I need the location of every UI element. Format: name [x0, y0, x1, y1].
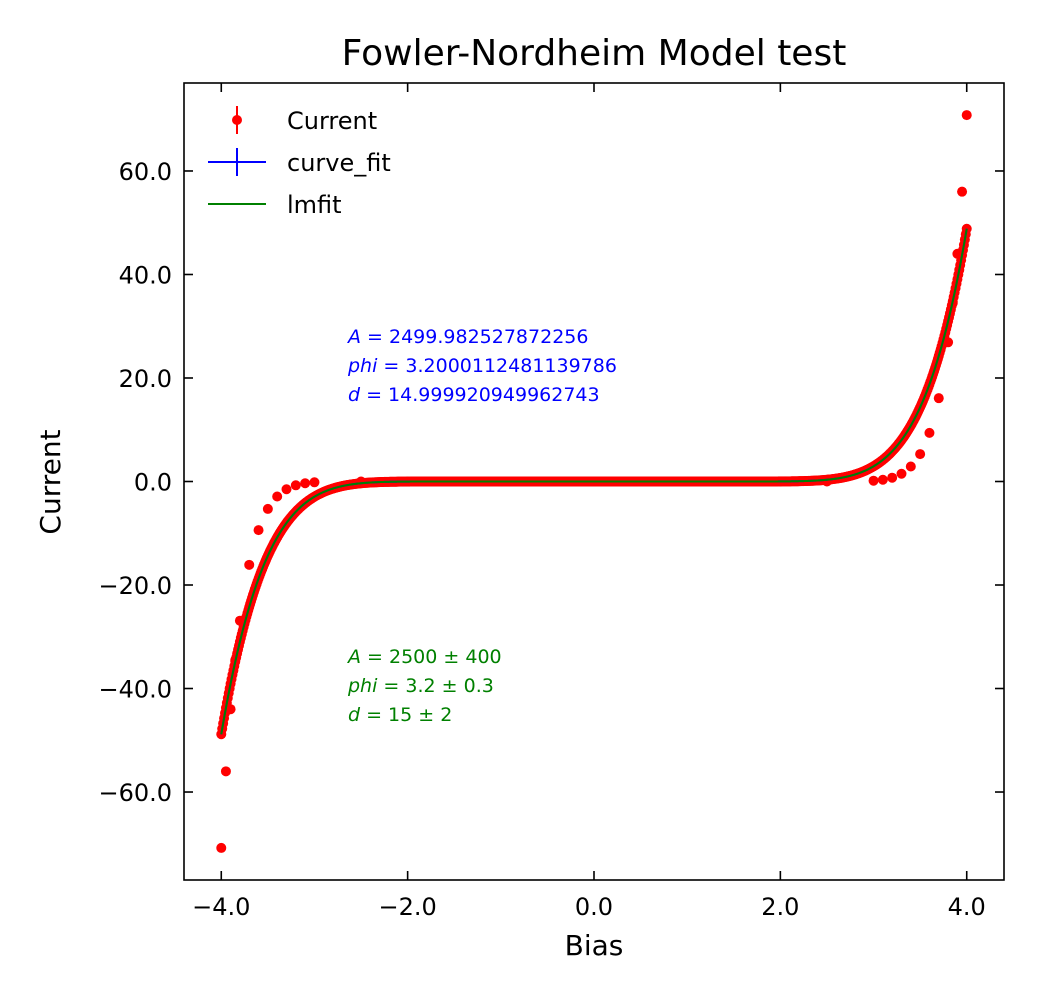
current-data-point [225, 704, 236, 715]
current-data-point [952, 248, 963, 259]
current-data-point [961, 110, 972, 121]
x-tick-label: −2.0 [378, 893, 436, 921]
current-data-point [868, 475, 879, 486]
annotation-lmfit-d-var: d [348, 704, 361, 726]
current-data-point [943, 337, 954, 348]
annotation-lmfit-phi: phi = 3.2 ± 0.3 [347, 675, 494, 697]
y-tick-label: −20.0 [98, 572, 172, 600]
annotation-lmfit-d-value: = 15 ± 2 [360, 704, 452, 726]
current-data-point [216, 842, 227, 853]
current-data-point [821, 476, 832, 487]
current-data-point [253, 525, 264, 536]
current-data-point [309, 477, 320, 488]
annotation-lmfit-phi-value: = 3.2 ± 0.3 [377, 675, 493, 697]
lmfit-line [220, 228, 968, 735]
annotation-curve-fit-phi: phi = 3.2000112481139786 [347, 355, 617, 377]
annotation-lmfit-d: d = 15 ± 2 [348, 704, 452, 726]
annotation-curve-fit-a-var: A [346, 326, 361, 348]
annotation-lmfit: A = 2500 ± 400 phi = 3.2 ± 0.3 d = 15 ± … [346, 646, 502, 726]
y-tick-label: 0.0 [134, 469, 172, 497]
annotation-curve-fit: A = 2499.982527872256 phi = 3.2000112481… [346, 326, 617, 406]
y-tick-label: 20.0 [119, 365, 172, 393]
x-tick-label: 4.0 [948, 893, 986, 921]
current-data-point [356, 476, 367, 487]
y-tick-label: −60.0 [98, 779, 172, 807]
current-data-point [905, 461, 916, 472]
x-tick-label: 2.0 [761, 893, 799, 921]
current-data-points [216, 110, 972, 853]
y-tick-label: 40.0 [119, 261, 172, 289]
current-data-point [300, 478, 311, 489]
current-data-point [933, 393, 944, 404]
annotation-curve-fit-a-value: = 2499.982527872256 [361, 326, 588, 348]
annotation-lmfit-a-var: A [346, 646, 361, 668]
current-data-point [220, 766, 231, 777]
y-tick-label: −40.0 [98, 676, 172, 704]
current-data-point [290, 480, 301, 491]
chart-title: Fowler-Nordheim Model test [342, 33, 847, 74]
annotation-curve-fit-a: A = 2499.982527872256 [346, 326, 588, 348]
ticks-layer: −4.0 −2.0 0.0 2.0 4.0 −60.0 −40.0 −20.0 0.0 20.0 4… [98, 83, 1004, 921]
legend: Current curve_fit lmfit [208, 106, 391, 219]
annotation-lmfit-a-value: = 2500 ± 400 [361, 646, 502, 668]
annotation-curve-fit-d-var: d [348, 384, 361, 406]
current-data-point [896, 468, 907, 479]
legend-current-marker [232, 115, 242, 125]
annotation-curve-fit-phi-var: phi [347, 355, 378, 377]
x-tick-label: 0.0 [575, 893, 613, 921]
legend-label-curve-fit: curve_fit [287, 149, 391, 177]
annotation-lmfit-a: A = 2500 ± 400 [346, 646, 502, 668]
current-data-point [262, 503, 273, 514]
annotation-lmfit-phi-var: phi [347, 675, 378, 697]
annotation-curve-fit-phi-value: = 3.2000112481139786 [377, 355, 617, 377]
current-data-point [957, 186, 968, 197]
series-layer [216, 110, 972, 853]
legend-label-current: Current [287, 107, 377, 135]
current-data-point [887, 472, 898, 483]
current-data-point [877, 474, 888, 485]
current-data-point [244, 559, 255, 570]
annotation-curve-fit-d: d = 14.999920949962743 [348, 384, 600, 406]
y-axis-label: Current [34, 429, 67, 534]
current-data-point [272, 491, 283, 502]
current-data-point [924, 427, 935, 438]
current-data-point [281, 484, 292, 495]
y-tick-label: 60.0 [119, 158, 172, 186]
current-data-point [234, 615, 245, 626]
current-data-point [915, 449, 926, 460]
annotation-curve-fit-d-value: = 14.999920949962743 [360, 384, 600, 406]
plot-frame [183, 82, 1005, 881]
x-tick-label: −4.0 [192, 893, 250, 921]
legend-label-lmfit: lmfit [287, 191, 342, 219]
x-axis-label: Bias [565, 929, 624, 962]
